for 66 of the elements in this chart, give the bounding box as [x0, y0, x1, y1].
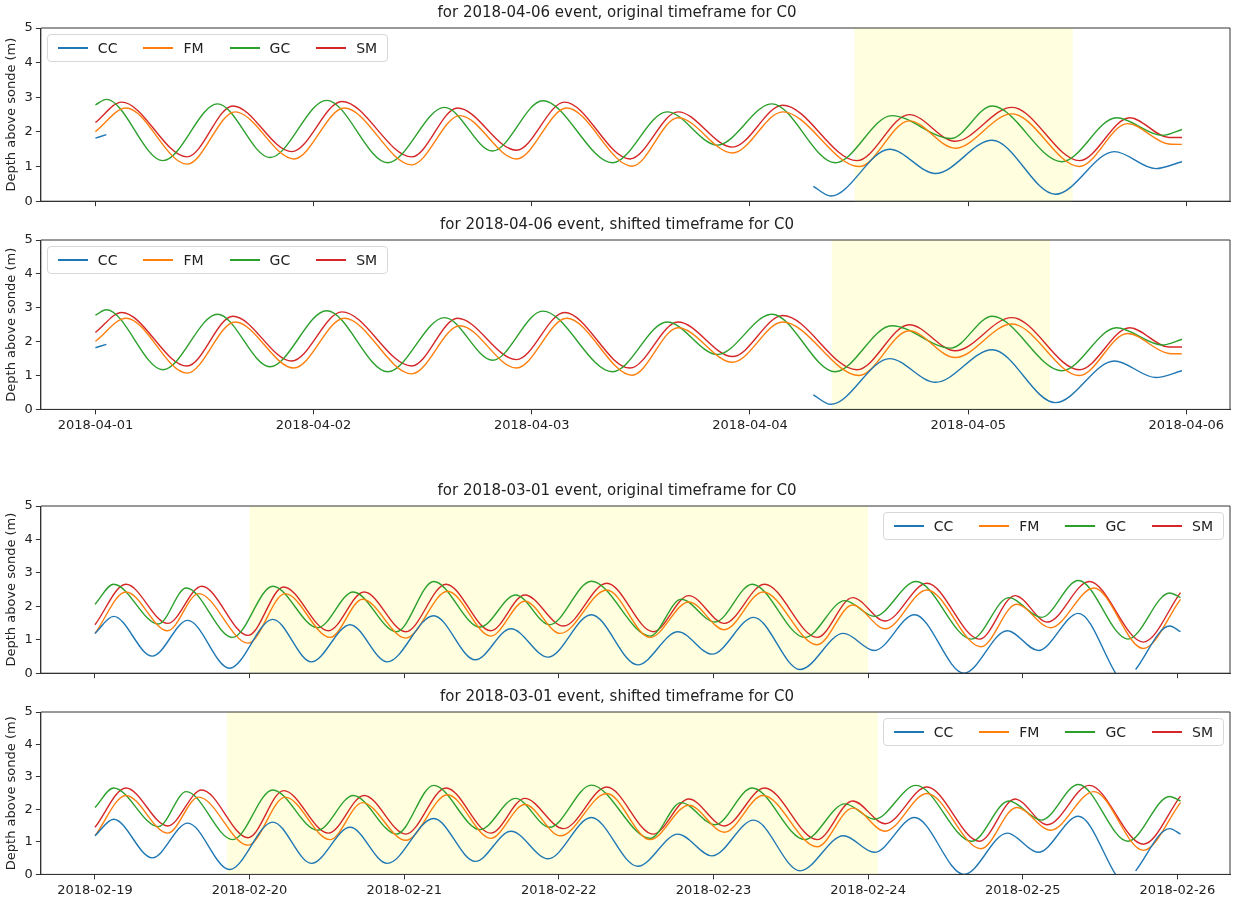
y-tick-label: 2	[24, 333, 33, 349]
line-series	[94, 317, 1183, 377]
legend-label: SM	[356, 40, 378, 56]
y-tick-label: 3	[24, 299, 33, 315]
y-tick-label: 0	[24, 865, 33, 881]
legend-label: CC	[97, 40, 118, 56]
legend-label: FM	[183, 40, 204, 56]
y-tick-label: 1	[24, 366, 33, 382]
legend-label: GC	[1105, 724, 1127, 740]
y-tick-label: 5	[24, 703, 33, 719]
y-axis-title: Depth above sonde (m)	[3, 247, 19, 402]
legend-label: SM	[1192, 518, 1213, 534]
line-series	[94, 790, 1182, 852]
y-tick-label: 4	[24, 54, 33, 70]
x-tick-label: 2018-04-05	[930, 416, 1006, 432]
legend-label: GC	[1105, 518, 1127, 534]
x-tick-label: 2018-02-25	[984, 881, 1061, 897]
x-tick-label: 2018-02-20	[211, 881, 288, 897]
legend-label: SM	[1192, 724, 1213, 740]
y-tick-label: 3	[24, 88, 33, 104]
legend-label: GC	[269, 252, 291, 268]
legend-label: FM	[183, 252, 204, 268]
x-tick-label: 2018-04-03	[494, 416, 570, 432]
x-tick-label: 2018-04-06	[1148, 416, 1225, 432]
chart-title: for 2018-04-06 event, original timeframe for C0	[437, 2, 797, 21]
y-tick-label: 3	[24, 564, 33, 580]
legend-label: FM	[1019, 724, 1040, 740]
y-tick-label: 0	[24, 192, 33, 208]
y-tick-label: 1	[24, 157, 33, 173]
y-axis-title: Depth above sonde (m)	[3, 716, 19, 871]
y-tick-label: 4	[24, 735, 33, 751]
y-axis-title: Depth above sonde (m)	[3, 512, 19, 667]
y-tick-label: 2	[24, 597, 33, 613]
legend-label: CC	[933, 518, 954, 534]
chart-title: for 2018-03-01 event, shifted timeframe for C0	[439, 686, 795, 705]
x-tick-label: 2018-04-02	[275, 416, 352, 432]
y-tick-label: 0	[24, 400, 33, 416]
x-tick-label: 2018-02-21	[366, 881, 443, 897]
y-tick-label: 2	[24, 123, 33, 139]
y-tick-label: 1	[24, 631, 33, 647]
y-tick-label: 0	[24, 664, 33, 680]
legend-label: GC	[269, 40, 291, 56]
x-tick-label: 2018-02-24	[830, 881, 906, 897]
y-tick-label: 5	[24, 497, 33, 513]
x-tick-label: 2018-04-04	[712, 416, 788, 432]
chart-title: for 2018-03-01 event, original timeframe for C0	[437, 480, 797, 499]
x-tick-label: 2018-02-22	[521, 881, 597, 897]
x-tick-label: 2018-02-23	[675, 881, 752, 897]
chart-title: for 2018-04-06 event, shifted timeframe for C0	[439, 214, 795, 233]
x-tick-label: 2018-02-19	[57, 881, 133, 897]
legend-label: SM	[356, 252, 378, 268]
y-tick-label: 4	[24, 265, 33, 281]
legend-label: CC	[97, 252, 118, 268]
y-axis-title: Depth above sonde (m)	[3, 37, 19, 192]
legend-label: CC	[933, 724, 954, 740]
legend-label: FM	[1019, 518, 1040, 534]
y-tick-label: 5	[24, 19, 33, 35]
line-series	[94, 107, 1183, 168]
line-series	[94, 587, 1182, 650]
y-tick-label: 3	[24, 768, 33, 784]
y-tick-label: 4	[24, 530, 33, 546]
y-tick-label: 5	[24, 231, 33, 247]
y-tick-label: 2	[24, 800, 33, 816]
x-tick-label: 2018-02-26	[1139, 881, 1216, 897]
x-tick-label: 2018-04-01	[57, 416, 134, 432]
y-tick-label: 1	[24, 833, 33, 849]
